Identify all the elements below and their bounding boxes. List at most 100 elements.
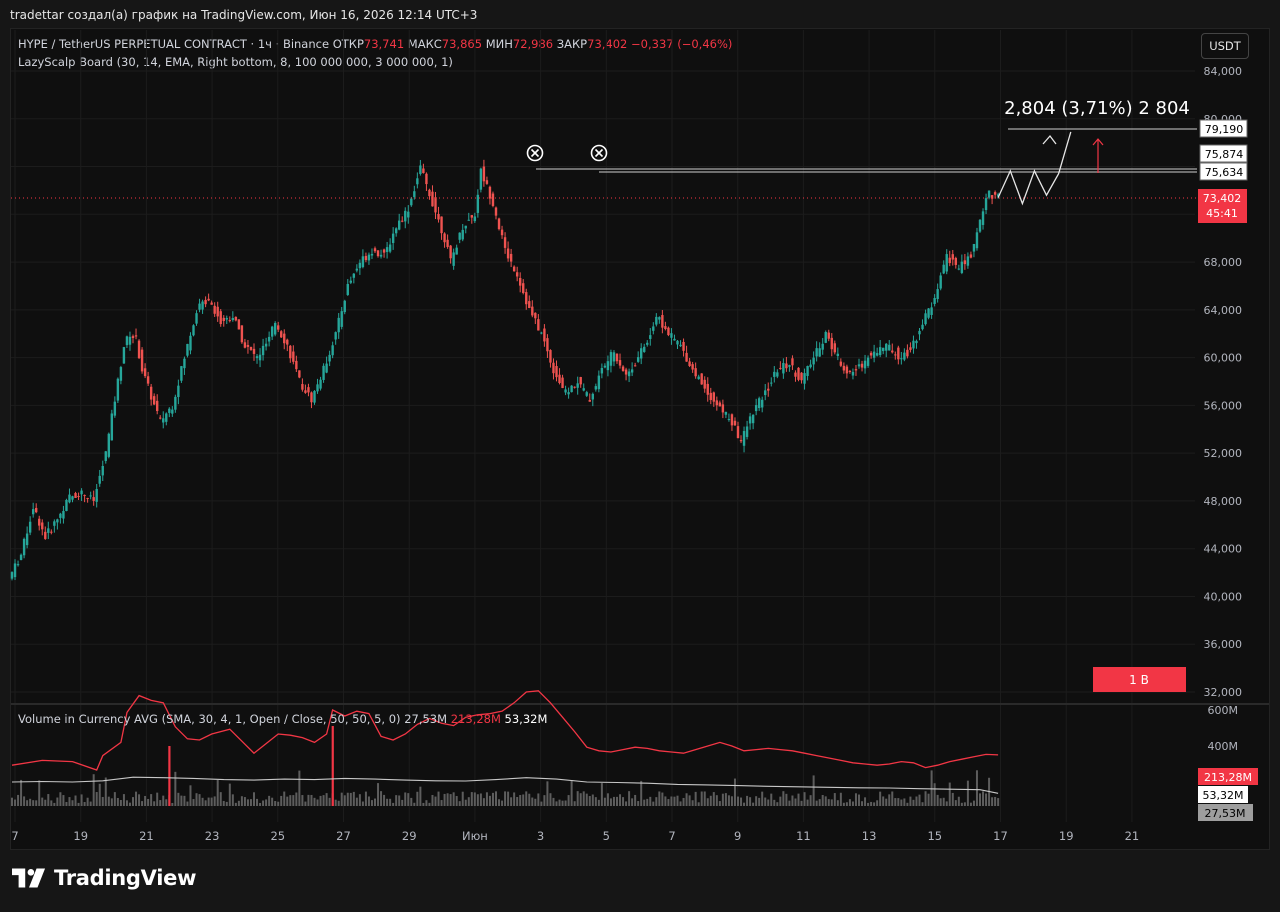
candle-body (440, 216, 443, 234)
candle-body (192, 325, 195, 336)
candle-body (630, 369, 634, 373)
candle-body (767, 388, 770, 391)
volume-bar (271, 797, 274, 806)
volume-bar (903, 798, 906, 806)
candle-body (797, 367, 800, 380)
candle-body (340, 311, 343, 327)
volume-bar (888, 794, 891, 806)
candle-body (960, 261, 964, 273)
candle-body (522, 283, 525, 294)
candle-body (228, 320, 231, 322)
candle-body (165, 413, 168, 422)
candle-body (331, 345, 334, 356)
volume-bar (201, 797, 204, 806)
volume-bar (343, 795, 346, 806)
volume-bar (361, 801, 364, 806)
candle-body (525, 292, 528, 305)
volume-bar (277, 801, 280, 806)
candle-body (624, 369, 628, 375)
target-arrow-head (1092, 138, 1104, 146)
current-price-box (1198, 189, 1247, 223)
candle-body (770, 382, 773, 384)
price-label-75634: 75,634 (1205, 166, 1244, 179)
close-label: ЗАКР (556, 37, 588, 51)
candle-body (50, 531, 53, 533)
candle-body (62, 510, 65, 519)
volume-legend[interactable]: Volume in Currency AVG (SMA, 30, 4, 1, O… (18, 712, 547, 726)
volume-bar (522, 794, 525, 806)
candle-body (912, 340, 915, 349)
volume-bar (389, 798, 392, 806)
volume-bar (259, 802, 262, 806)
volume-bar (667, 799, 670, 806)
candle-body (16, 564, 20, 566)
volume-bar (561, 800, 564, 806)
volume-bar (991, 797, 994, 806)
volume-bar (77, 802, 80, 806)
candle-body (231, 317, 235, 321)
time-tick: Июн (462, 829, 488, 843)
alert-badge (1093, 667, 1186, 692)
volume-bar (721, 793, 724, 806)
volume-bar (582, 791, 585, 806)
candle-body (785, 363, 788, 369)
volume-bar (609, 798, 612, 806)
volume-bar (655, 797, 658, 806)
symbol-legend[interactable]: HYPE / TetherUS PERPETUAL CONTRACT · 1ч … (18, 37, 732, 51)
symbol-name[interactable]: HYPE / TetherUS PERPETUAL CONTRACT · 1ч … (18, 37, 330, 51)
candle-body (649, 335, 652, 339)
candle-body (863, 360, 867, 369)
volume-bar (495, 791, 497, 806)
volume-bar (851, 801, 854, 806)
volume-bar (897, 798, 900, 806)
vol-label-white: 53,32M (1203, 789, 1244, 802)
candle-body (742, 431, 746, 446)
volume-bar (664, 796, 667, 806)
volume-bar (700, 791, 703, 806)
volume-bar (422, 802, 425, 806)
tradingview-brand[interactable]: TradingView (12, 866, 196, 890)
volume-bar (909, 796, 912, 806)
volume-bar (122, 794, 125, 806)
candle-body (809, 364, 812, 368)
volume-bar (685, 793, 688, 806)
candle-body (107, 433, 110, 457)
time-axis: 7 19 21 23 25 27 29 Июн 3 5 7 9 11 13 15 17 19 21 (11, 829, 1139, 843)
volume-bar (652, 801, 655, 806)
candle-body (636, 357, 640, 362)
candle-body (407, 211, 410, 218)
price-tick: 48,000 (1204, 495, 1243, 508)
volume-bar (764, 797, 767, 806)
candle-body (382, 249, 386, 253)
currency-button[interactable]: USDT (1201, 33, 1249, 59)
volume-bar (322, 795, 325, 806)
candle-body (261, 345, 265, 356)
alert-badge-text: 1 B (1129, 673, 1149, 687)
volume-value-1: 27,53M (404, 712, 448, 726)
candle-body (494, 207, 498, 216)
volume-bar (283, 791, 286, 806)
volume-indicator-name[interactable]: Volume in Currency AVG (SMA, 30, 4, 1, O… (18, 712, 401, 726)
volume-bar (425, 800, 428, 806)
candle-body (954, 257, 957, 265)
time-tick: 23 (205, 829, 220, 843)
volume-bar (95, 792, 98, 806)
volume-bar (437, 791, 440, 806)
candle-body (715, 400, 719, 406)
candle-body (149, 386, 153, 400)
volume-bar (954, 800, 957, 806)
indicator-legend[interactable]: LazyScalp Board (30, 14, EMA, Right bott… (18, 55, 453, 69)
price-tick: 68,000 (1204, 256, 1243, 269)
volume-bar (842, 802, 845, 806)
candle-body (718, 402, 722, 407)
candle-body (791, 358, 794, 366)
volume-bar (727, 795, 730, 806)
volume-bar (50, 800, 53, 806)
volume-bar (59, 792, 62, 806)
candle-body (131, 336, 135, 339)
volume-bar (809, 795, 812, 806)
candle-body (612, 352, 616, 362)
grid-lines (11, 30, 1195, 822)
candle-body (606, 361, 610, 371)
